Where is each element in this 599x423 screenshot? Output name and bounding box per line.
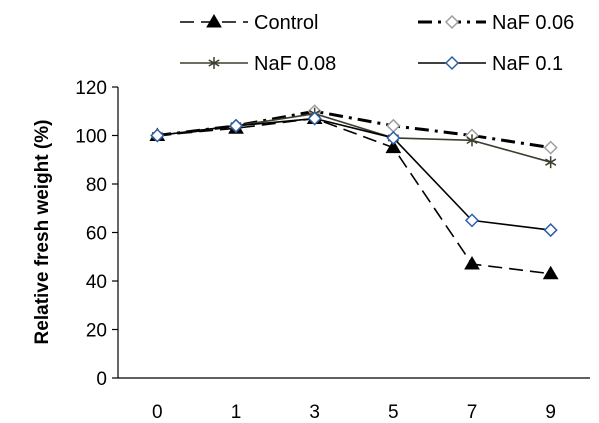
- x-tick-label: 7: [467, 402, 478, 423]
- asterisk-marker: [208, 57, 220, 69]
- diamond-marker: [386, 118, 401, 133]
- plot-area: [149, 104, 559, 280]
- series-line: [157, 117, 551, 231]
- triangle-marker: [206, 14, 222, 28]
- diamond-marker: [543, 223, 558, 238]
- x-tick-label: 1: [231, 402, 242, 423]
- y-tick-label: 20: [86, 321, 107, 342]
- series-line: [157, 117, 551, 275]
- triangle-marker: [464, 256, 480, 270]
- asterisk-marker: [466, 134, 478, 147]
- axes: 0 20 40 60 80 100 120 0 1 3 5 7 9: [75, 78, 590, 423]
- series-control: [149, 110, 559, 280]
- y-tick-label: 0: [96, 369, 107, 390]
- legend-item: Control: [180, 12, 318, 34]
- legend-item: NaF 0.06: [418, 12, 574, 34]
- asterisk-stroke: [208, 59, 220, 67]
- x-tick-label: 3: [309, 402, 320, 423]
- triangle-marker: [542, 265, 559, 280]
- y-tick-label: 60: [86, 224, 107, 245]
- diamond-marker: [444, 55, 460, 71]
- diamond-marker: [307, 111, 322, 126]
- diamond-marker: [444, 14, 460, 30]
- x-tick-label: 5: [388, 402, 399, 423]
- asterisk-marker: [545, 156, 557, 169]
- diamond-marker: [386, 130, 401, 145]
- x-tick-label: 0: [152, 402, 163, 423]
- y-tick-label: 40: [86, 272, 107, 293]
- legend: Control NaF 0.06 NaF 0.08 NaF 0.1: [180, 12, 574, 75]
- y-axis-title: Relative fresh weight (%): [32, 120, 53, 345]
- legend-label: NaF 0.08: [254, 53, 336, 75]
- y-tick-label: 100: [75, 127, 107, 148]
- legend-label: NaF 0.06: [492, 12, 574, 34]
- y-tick-label: 120: [75, 78, 107, 99]
- series-line: [157, 109, 551, 150]
- legend-item: NaF 0.1: [418, 53, 563, 75]
- legend-item: NaF 0.08: [180, 53, 336, 75]
- diamond-marker: [228, 118, 244, 133]
- series-line: [157, 112, 551, 163]
- y-tick-label: 80: [86, 175, 107, 196]
- asterisk-stroke: [545, 158, 557, 166]
- legend-label: NaF 0.1: [492, 53, 563, 75]
- diamond-marker: [150, 128, 165, 143]
- triangle-marker: [385, 139, 402, 154]
- series-naf-0-1: [150, 111, 558, 238]
- diamond-marker: [543, 140, 558, 155]
- legend-label: Control: [254, 12, 318, 34]
- asterisk-stroke: [466, 136, 478, 145]
- diamond-marker: [464, 213, 480, 228]
- x-tick-label: 9: [545, 402, 556, 423]
